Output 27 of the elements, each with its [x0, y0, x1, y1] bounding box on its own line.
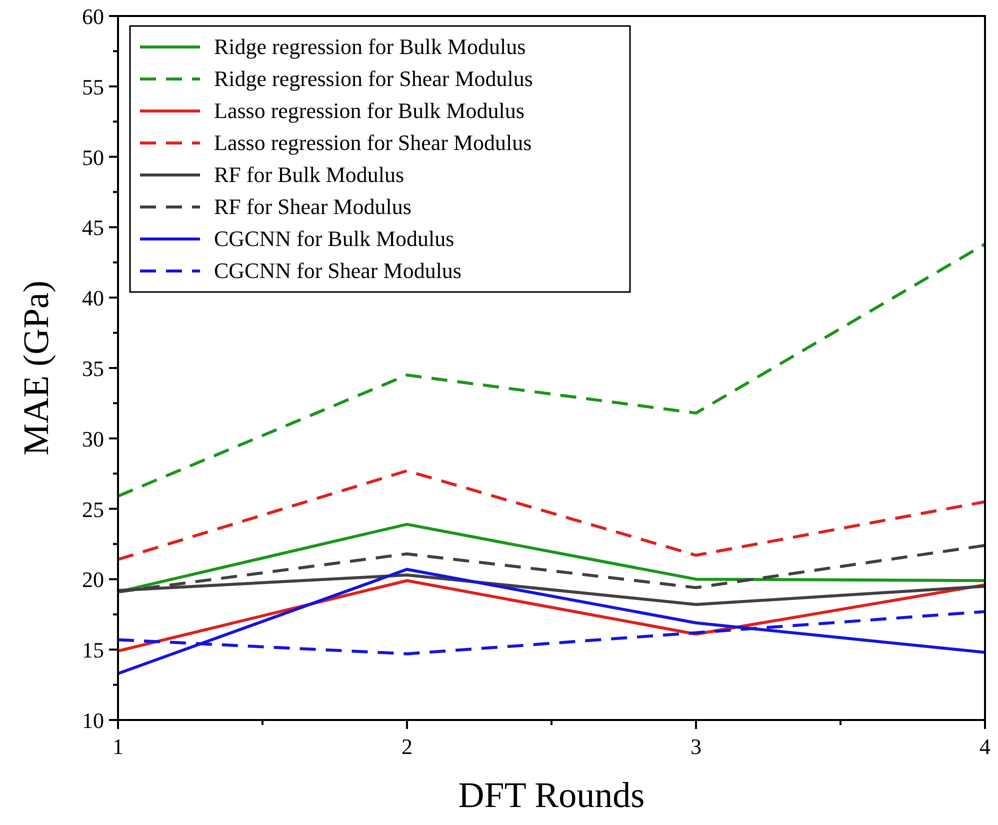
legend-label: CGCNN for Bulk Modulus [214, 226, 454, 251]
line-series [116, 469, 986, 561]
y-tick-label: 30 [82, 426, 104, 452]
x-axis-title: DFT Rounds [458, 775, 645, 815]
legend-label: Ridge regression for Bulk Modulus [214, 34, 526, 59]
y-tick-label: 55 [82, 74, 104, 100]
x-tick-label: 1 [112, 734, 124, 759]
y-tick-label: 40 [82, 286, 104, 311]
y-tick-label: 15 [82, 638, 104, 663]
x-tick-label: 4 [980, 734, 990, 759]
y-tick-label: 10 [82, 708, 104, 733]
legend-label: Lasso regression for Bulk Modulus [214, 98, 524, 123]
y-tick-label: 45 [82, 215, 104, 240]
x-tick-label: 3 [690, 734, 702, 759]
legend-label: RF for Bulk Modulus [214, 162, 404, 187]
y-axis-title: MAE (GPa) [16, 280, 56, 456]
y-tick-label: 20 [82, 567, 104, 592]
y-tick-label: 35 [82, 356, 104, 381]
legend-label: CGCNN for Shear Modulus [214, 258, 462, 283]
line-series [116, 568, 986, 676]
y-tick-label: 25 [82, 496, 104, 522]
y-tick-label: 60 [82, 4, 104, 29]
legend-label: Lasso regression for Shear Modulus [214, 130, 532, 155]
y-tick-label: 50 [82, 144, 104, 170]
x-tick-label: 2 [402, 734, 412, 759]
legend-label: RF for Shear Modulus [214, 194, 412, 219]
legend-label: Ridge regression for Shear Modulus [214, 66, 533, 91]
